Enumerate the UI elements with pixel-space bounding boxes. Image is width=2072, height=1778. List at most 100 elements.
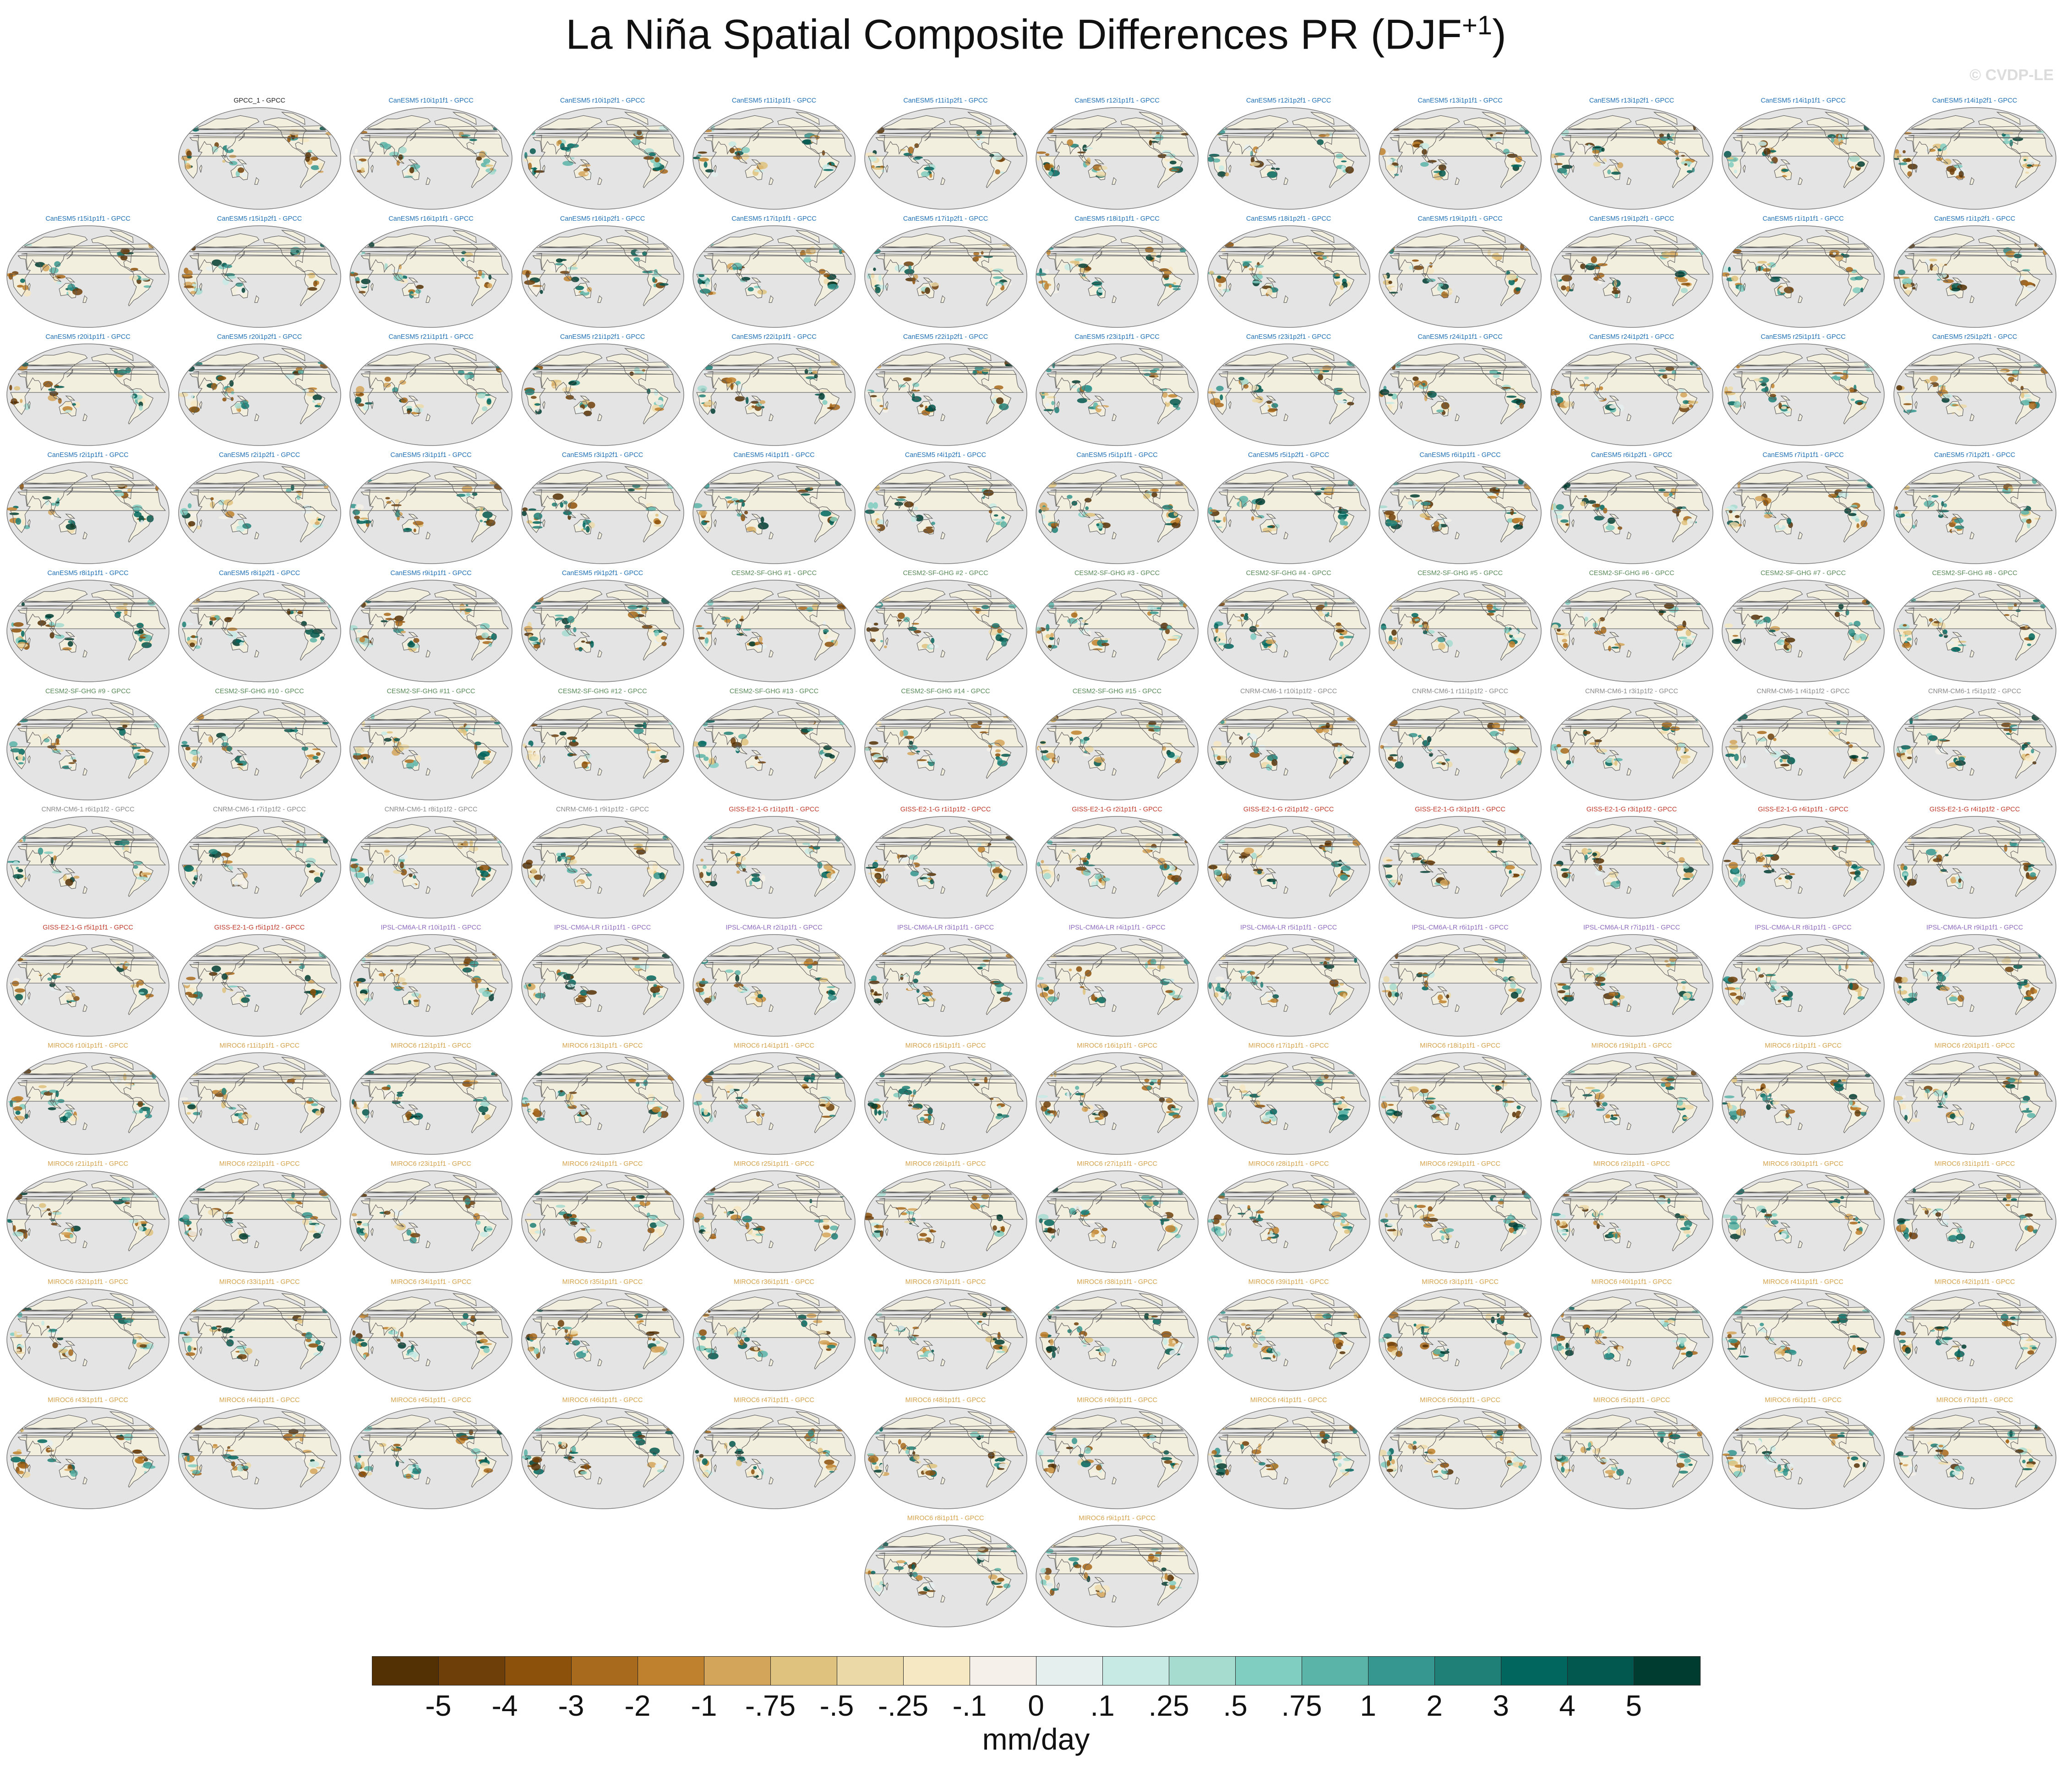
world-map [1207, 462, 1370, 564]
anomaly-patch [484, 756, 490, 760]
anomaly-patch [1895, 629, 1905, 632]
map-panel: CanESM5 r22i1p1f1 - GPCC [692, 332, 856, 451]
anomaly-patch [823, 273, 830, 277]
coastline [371, 283, 374, 291]
map-border [178, 225, 341, 328]
map-panel: CESM2-SF-GHG #10 - GPCC [177, 687, 342, 805]
anomaly-patch [1250, 157, 1254, 163]
coastline [1952, 277, 1962, 283]
anomaly-patch [1899, 277, 1909, 279]
anomaly-patch [914, 143, 919, 148]
world-map [1722, 107, 1885, 210]
coastline [1592, 155, 1605, 164]
land-mass [354, 137, 508, 179]
anomaly-patch [1849, 387, 1854, 393]
anomaly-patch [729, 147, 735, 153]
anomaly-patch [2023, 394, 2030, 397]
anomaly-patch [818, 269, 826, 274]
anomaly-patch [1383, 280, 1391, 285]
world-map [692, 225, 856, 328]
anomaly-patch [1393, 597, 1403, 601]
anomaly-patch [526, 520, 532, 524]
anomaly-patch [1524, 130, 1530, 134]
anomaly-patch [2022, 269, 2030, 272]
land-mass [65, 396, 75, 401]
panel-title: CESM2-SF-GHG #12 - GPCC [558, 688, 647, 695]
coastline [109, 230, 134, 243]
coastline [777, 117, 821, 154]
anomaly-patch [410, 294, 417, 296]
anomaly-patch [9, 512, 19, 515]
anomaly-patch [1584, 376, 1589, 380]
anomaly-patch [1723, 151, 1732, 158]
anomaly-patch [1936, 278, 1941, 281]
world-map [1550, 580, 1713, 682]
anomaly-patch [1391, 759, 1397, 762]
anomaly-patch [1077, 398, 1087, 403]
anomaly-patch [1490, 134, 1493, 137]
coastline [916, 164, 934, 180]
world-map [1207, 225, 1370, 328]
anomaly-patch [923, 167, 934, 171]
anomaly-patch [1938, 617, 1942, 623]
anomaly-patch [314, 399, 322, 403]
coastline [1431, 164, 1449, 180]
anomaly-patch [1611, 290, 1620, 294]
anomaly-patch [474, 277, 480, 279]
land-mass [564, 155, 576, 164]
world-map [1036, 107, 1199, 210]
anomaly-patch [698, 274, 705, 277]
anomaly-patch [1679, 404, 1689, 408]
anomaly-patch [907, 752, 915, 756]
coastline [1267, 133, 1274, 141]
panel-title: CESM2-SF-GHG #7 - GPCC [1760, 570, 1846, 577]
anomaly-patch [1097, 288, 1104, 293]
anomaly-patch [1939, 263, 1944, 267]
world-map [521, 107, 684, 210]
panel-title: CNRM-CM6-1 r4i1p1f2 - GPCC [1756, 688, 1850, 695]
anomaly-patch [1614, 760, 1618, 766]
map-panel: CanESM5 r13i1p1f1 - GPCC [1378, 96, 1543, 214]
coastline [1936, 273, 1948, 282]
anomaly-patch [654, 157, 660, 163]
anomaly-patch [24, 525, 30, 529]
anomaly-patch [310, 157, 318, 161]
coastline [1096, 133, 1102, 141]
world-map [1893, 698, 2056, 800]
map-panel: CanESM5 r3i1p2f1 - GPCC [520, 451, 685, 569]
anomaly-patch [904, 269, 914, 275]
map-border [521, 225, 684, 328]
title-text: La Niña Spatial Composite Differences PR… [566, 11, 1462, 58]
panel-title: CanESM5 r23i1p2f1 - GPCC [1246, 333, 1331, 341]
anomaly-patch [1164, 270, 1172, 275]
anomaly-patch [1758, 141, 1767, 146]
anomaly-patch [1509, 641, 1516, 648]
anomaly-patch [1661, 251, 1671, 258]
anomaly-patch [140, 520, 144, 525]
panel-title: CESM2-SF-GHG #15 - GPCC [1072, 688, 1162, 695]
map-panel: CanESM5 r10i1p2f1 - GPCC [520, 96, 685, 214]
anomaly-patch [1734, 754, 1739, 761]
anomaly-patch [1267, 409, 1276, 413]
anomaly-patch [819, 390, 829, 392]
anomaly-patch [1850, 398, 1855, 401]
coastline [452, 112, 477, 125]
anomaly-patch [921, 171, 929, 177]
map-border [864, 225, 1027, 328]
coastline [624, 112, 649, 125]
coastline [769, 295, 774, 303]
anomaly-patch [1380, 625, 1387, 631]
anomaly-patch [357, 630, 362, 633]
anomaly-patch [872, 267, 876, 271]
world-map [1207, 580, 1370, 682]
anomaly-patch [461, 257, 465, 261]
map-panel: CNRM-CM6-1 r3i1p1f2 - GPCC [1549, 687, 1714, 805]
anomaly-patch [1904, 283, 1912, 288]
panel-title: CESM2-SF-GHG #6 - GPCC [1589, 570, 1674, 577]
coastline [986, 270, 1011, 307]
land-mass [1383, 256, 1538, 297]
world-map [349, 225, 513, 328]
anomaly-patch [1388, 393, 1393, 397]
anomaly-patch [1221, 248, 1226, 252]
anomaly-patch [239, 642, 244, 646]
